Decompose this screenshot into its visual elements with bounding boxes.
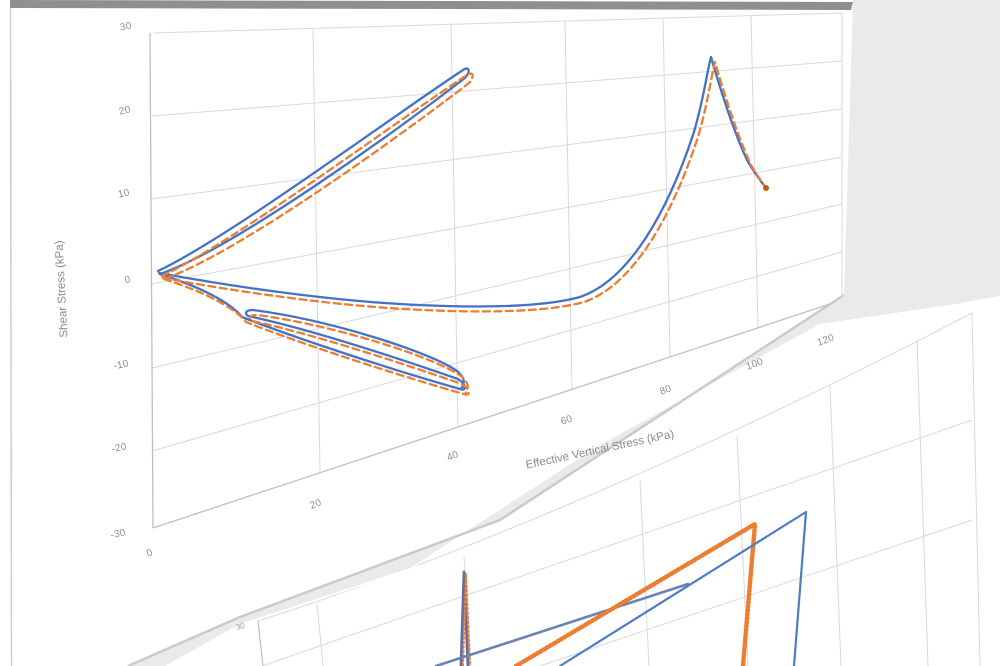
page1-bottom-edge-shadow [127, 293, 845, 666]
page1-left-edge [9, 7, 13, 666]
chart1-orange-end-marker [763, 185, 769, 191]
chart1-grid [149, 12, 843, 529]
chart2-blue-spike [459, 570, 470, 666]
chart1-series-blue [156, 55, 765, 391]
chart1-series-orange [160, 60, 769, 396]
chart2-grid [257, 312, 981, 666]
chart1-x-axis [152, 299, 843, 529]
chart1-y-axis [149, 32, 154, 529]
chart2-blue-loop [558, 510, 808, 666]
gray-backdrop [128, 0, 1000, 666]
chart2-orange-spike [462, 573, 471, 666]
page1-top-edge [10, 0, 853, 10]
chart2-grayblue-diagonal [434, 582, 690, 666]
chart2-series [434, 510, 808, 666]
chart2-orange-loop [513, 521, 758, 666]
